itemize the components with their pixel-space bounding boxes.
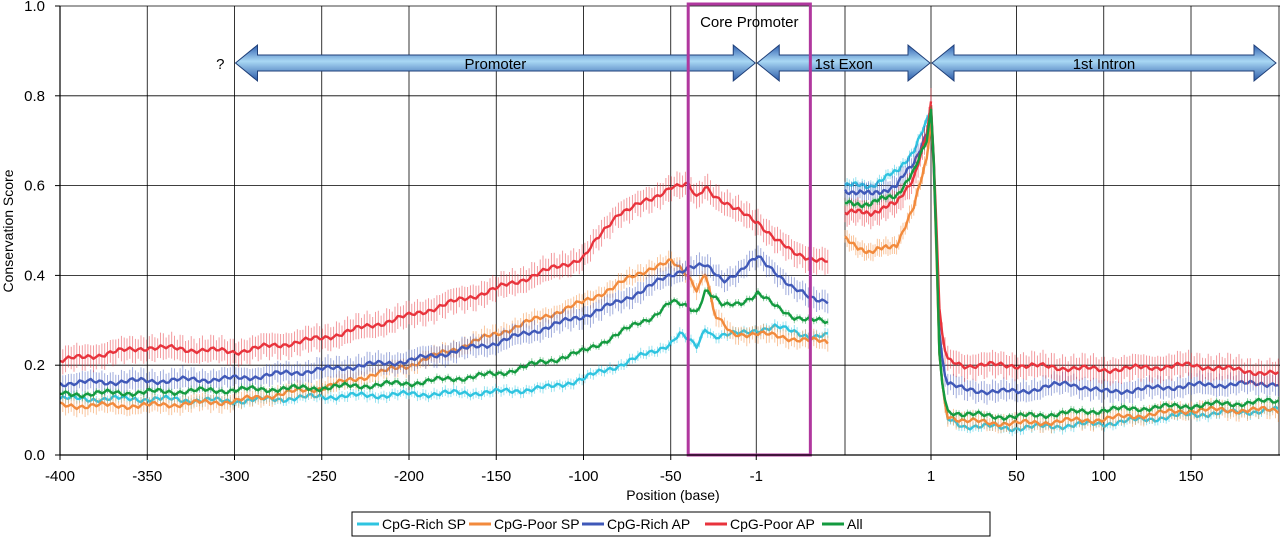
x-tick-label: -250 [307,468,337,485]
x-tick-label: 50 [1008,468,1025,485]
region-arrows: Promoter 1st Exon 1st Intron? [216,43,1277,83]
series-line [929,108,1279,396]
axes: 0.0 0.2 0.4 0.6 0.8 1.0 -400 -350 -300 -250 -200 -1… [24,0,1280,485]
region-arrow-label: 1st Intron [1073,56,1136,73]
x-tick-label: -1 [750,468,763,485]
legend-label: CpG-Rich SP [382,516,466,532]
series-line [60,181,828,364]
legend: CpG-Rich SP CpG-Poor SP CpG-Rich AP CpG-Poo… [351,511,991,537]
region-arrow [931,43,1277,83]
x-tick-label: 150 [1178,468,1203,485]
x-tick-label: -200 [394,468,424,485]
x-tick-label: -300 [219,468,249,485]
series-line [929,108,1280,421]
region-arrow [234,43,757,83]
x-tick-label: -150 [481,468,511,485]
series-cpg-poor-ap [60,88,1279,388]
series-line [844,109,933,190]
core-promoter-label: Core Promoter [700,14,798,31]
x-axis-title: Position (base) [626,487,719,503]
y-tick-label: 0.2 [24,357,45,374]
legend-label: CpG-Rich AP [607,516,690,532]
legend-label: All [847,516,863,532]
x-tick-label: -100 [568,468,598,485]
x-tick-label: 100 [1091,468,1116,485]
error-bars [60,245,829,398]
series-line [929,104,1279,377]
error-bars [930,95,1279,388]
y-axis-title: Conservation Score [0,169,16,292]
series-line [60,289,829,399]
unknown-start-label: ? [216,56,224,73]
series-line [60,323,828,406]
series-line [844,101,933,217]
region-arrow [756,43,931,83]
x-tick-label: -50 [660,468,682,485]
series-line [844,109,933,209]
x-tick-label: -350 [132,468,162,485]
y-tick-label: 0.6 [24,178,45,195]
y-tick-label: 0.4 [24,267,45,284]
x-tick-label: -400 [45,468,75,485]
legend-label: CpG-Poor AP [730,516,815,532]
series-line [929,115,1280,428]
legend-label: CpG-Poor SP [494,516,580,532]
y-tick-label: 1.0 [24,0,45,15]
series-line [844,119,933,255]
series-lines [60,88,1280,437]
core-promoter-box: Core Promoter [686,2,812,457]
series-line [60,255,829,388]
series-line [60,258,829,411]
x-tick-label: 1 [927,468,935,485]
region-arrow-label: Promoter [465,56,527,73]
region-arrow-label: 1st Exon [814,56,872,73]
y-tick-label: 0.0 [24,447,45,464]
y-tick-label: 0.8 [24,88,45,105]
series-all [60,106,1280,424]
core-promoter-rect [686,2,812,457]
series-line [843,107,933,196]
legend-box [351,511,991,537]
